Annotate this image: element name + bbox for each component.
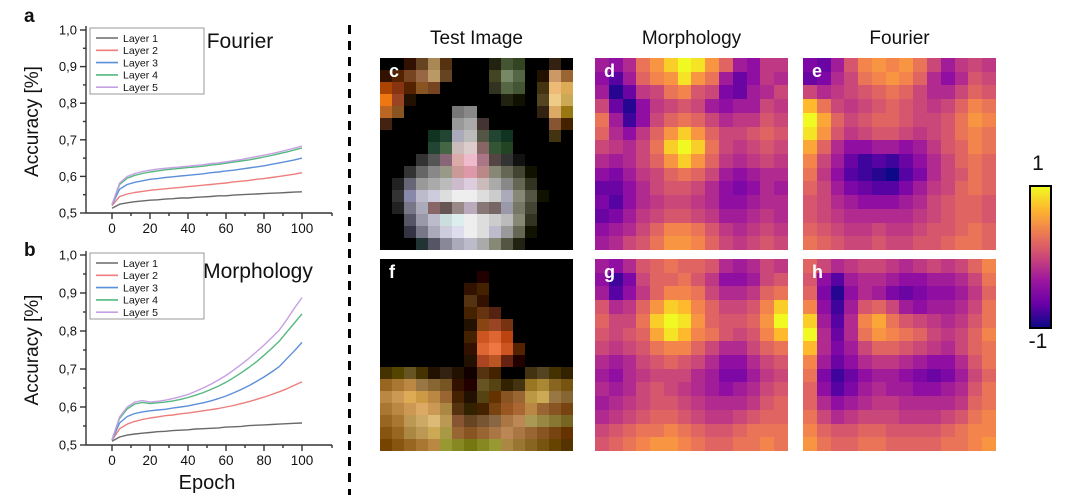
heatmap-g-cells	[595, 259, 788, 451]
svg-text:Morphology: Morphology	[203, 260, 313, 283]
svg-text:0,9: 0,9	[59, 286, 77, 301]
svg-text:0,7: 0,7	[59, 132, 77, 147]
svg-text:0: 0	[108, 453, 116, 468]
svg-text:Accuracy [%]: Accuracy [%]	[22, 295, 43, 406]
heatmap-panel-d: d	[595, 58, 788, 250]
column-header-fourier: Fourier	[869, 28, 930, 49]
panel-label-a: a	[24, 6, 35, 27]
panel-label-b: b	[24, 240, 36, 261]
svg-text:80: 80	[256, 453, 271, 468]
svg-text:1,0: 1,0	[59, 23, 77, 38]
svg-text:Layer 2: Layer 2	[123, 270, 158, 282]
heatmap-panel-h: h	[803, 259, 996, 451]
svg-text:Layer 1: Layer 1	[123, 33, 158, 45]
panel-label-e: e	[812, 61, 823, 81]
dashed-divider	[348, 25, 351, 495]
svg-text:20: 20	[142, 221, 157, 236]
svg-text:0,9: 0,9	[59, 59, 77, 74]
colorbar	[1029, 185, 1052, 329]
column-header-morphology: Morphology	[641, 28, 742, 49]
svg-text:40: 40	[180, 453, 195, 468]
svg-text:80: 80	[256, 221, 271, 236]
colorbar-min-label: -1	[1028, 330, 1048, 353]
svg-text:60: 60	[218, 221, 233, 236]
svg-text:60: 60	[218, 453, 233, 468]
svg-text:Layer 2: Layer 2	[123, 45, 158, 57]
panel-label-h: h	[812, 262, 823, 282]
heatmap-h-cells	[803, 259, 996, 451]
svg-text:Layer 5: Layer 5	[123, 307, 158, 319]
svg-text:Accuracy [%]: Accuracy [%]	[22, 66, 43, 177]
panel-label-g: g	[604, 262, 615, 282]
svg-text:0,7: 0,7	[59, 362, 77, 377]
test-image-f-pixels	[380, 259, 573, 451]
colorbar-max-label: 1	[1032, 152, 1044, 175]
column-header-test-image: Test Image	[430, 28, 523, 49]
svg-text:0,6: 0,6	[59, 169, 77, 184]
svg-text:0,8: 0,8	[59, 96, 77, 111]
heatmap-e-cells	[803, 58, 996, 250]
panel-label-f: f	[389, 262, 395, 282]
test-image-c-pixels	[380, 58, 573, 250]
heatmap-panel-g: g	[595, 259, 788, 451]
svg-text:0,6: 0,6	[59, 400, 77, 415]
svg-text:Layer 4: Layer 4	[123, 70, 158, 82]
panel-label-c: c	[389, 61, 400, 81]
svg-text:20: 20	[142, 453, 157, 468]
svg-text:0: 0	[108, 221, 116, 236]
heatmap-panel-e: e	[803, 58, 996, 250]
svg-text:0,8: 0,8	[59, 324, 77, 339]
svg-text:1,0: 1,0	[59, 248, 77, 263]
svg-text:Layer 5: Layer 5	[123, 82, 158, 94]
svg-text:100: 100	[291, 453, 314, 468]
line-chart-morphology: 0,5 0,6 0,7 0,8 0,9 1,0 0 20 40 60 80 100 Layer 1 Lay…	[18, 244, 348, 502]
svg-text:Layer 1: Layer 1	[123, 258, 158, 270]
heatmap-d-cells	[595, 58, 788, 250]
svg-text:Fourier: Fourier	[207, 30, 274, 53]
svg-text:0,5: 0,5	[59, 438, 77, 453]
test-image-panel-f: f	[380, 259, 573, 451]
svg-text:Layer 4: Layer 4	[123, 295, 158, 307]
svg-text:100: 100	[291, 221, 314, 236]
svg-text:Layer 3: Layer 3	[123, 282, 158, 294]
svg-text:Epoch: Epoch	[179, 472, 236, 494]
test-image-panel-c: c	[380, 58, 573, 250]
svg-text:0,5: 0,5	[59, 206, 77, 221]
svg-text:Layer 3: Layer 3	[123, 57, 158, 69]
svg-text:40: 40	[180, 221, 195, 236]
panel-label-d: d	[604, 61, 615, 81]
line-chart-fourier: 0,5 0,6 0,7 0,8 0,9 1,0 0 20 40 60 80 100 Layer 1 Lay…	[18, 4, 348, 244]
